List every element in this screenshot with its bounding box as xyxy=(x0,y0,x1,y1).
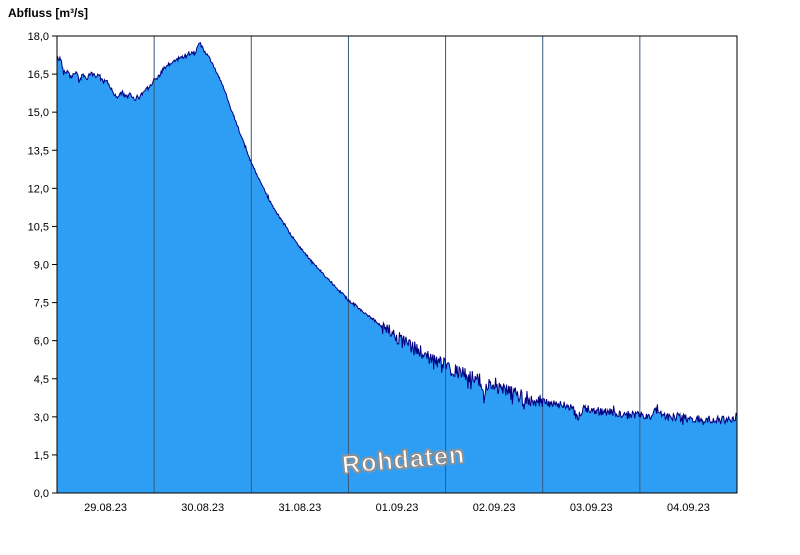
area-series xyxy=(57,42,737,493)
chart-title: Abfluss [m³/s] xyxy=(8,6,89,20)
x-tick-label: 03.09.23 xyxy=(570,502,613,514)
y-tick-label: 12,0 xyxy=(28,183,49,195)
y-tick-label: 0,0 xyxy=(34,488,49,500)
y-tick-label: 13,5 xyxy=(28,145,49,157)
x-axis: 29.08.23 30.08.23 31.08.23 01.09.23 02.09.23… xyxy=(84,502,710,514)
y-tick-label: 15,0 xyxy=(28,107,49,119)
data-line xyxy=(56,41,738,426)
x-tick-label: 02.09.23 xyxy=(473,502,516,514)
y-tick-label: 18,0 xyxy=(28,31,49,43)
y-tick-label: 6,0 xyxy=(34,336,49,348)
y-tick-label: 9,0 xyxy=(34,260,49,272)
y-axis: 0,0 1,5 3,0 4,5 6,0 7,5 9,0 10,5 12,0 13,5 15,0 16,… xyxy=(28,31,57,500)
y-tick-label: 16,5 xyxy=(28,69,49,81)
y-tick-label: 3,0 xyxy=(34,412,49,424)
y-tick-label: 4,5 xyxy=(34,374,49,386)
x-tick-label: 29.08.23 xyxy=(84,502,127,514)
y-tick-label: 1,5 xyxy=(34,450,49,462)
y-tick-label: 7,5 xyxy=(34,298,49,310)
x-tick-label: 30.08.23 xyxy=(181,502,224,514)
x-tick-label: 01.09.23 xyxy=(376,502,419,514)
x-tick-label: 04.09.23 xyxy=(667,502,710,514)
gridlines xyxy=(153,36,641,493)
y-tick-label: 10,5 xyxy=(28,221,49,233)
x-tick-label: 31.08.23 xyxy=(278,502,321,514)
